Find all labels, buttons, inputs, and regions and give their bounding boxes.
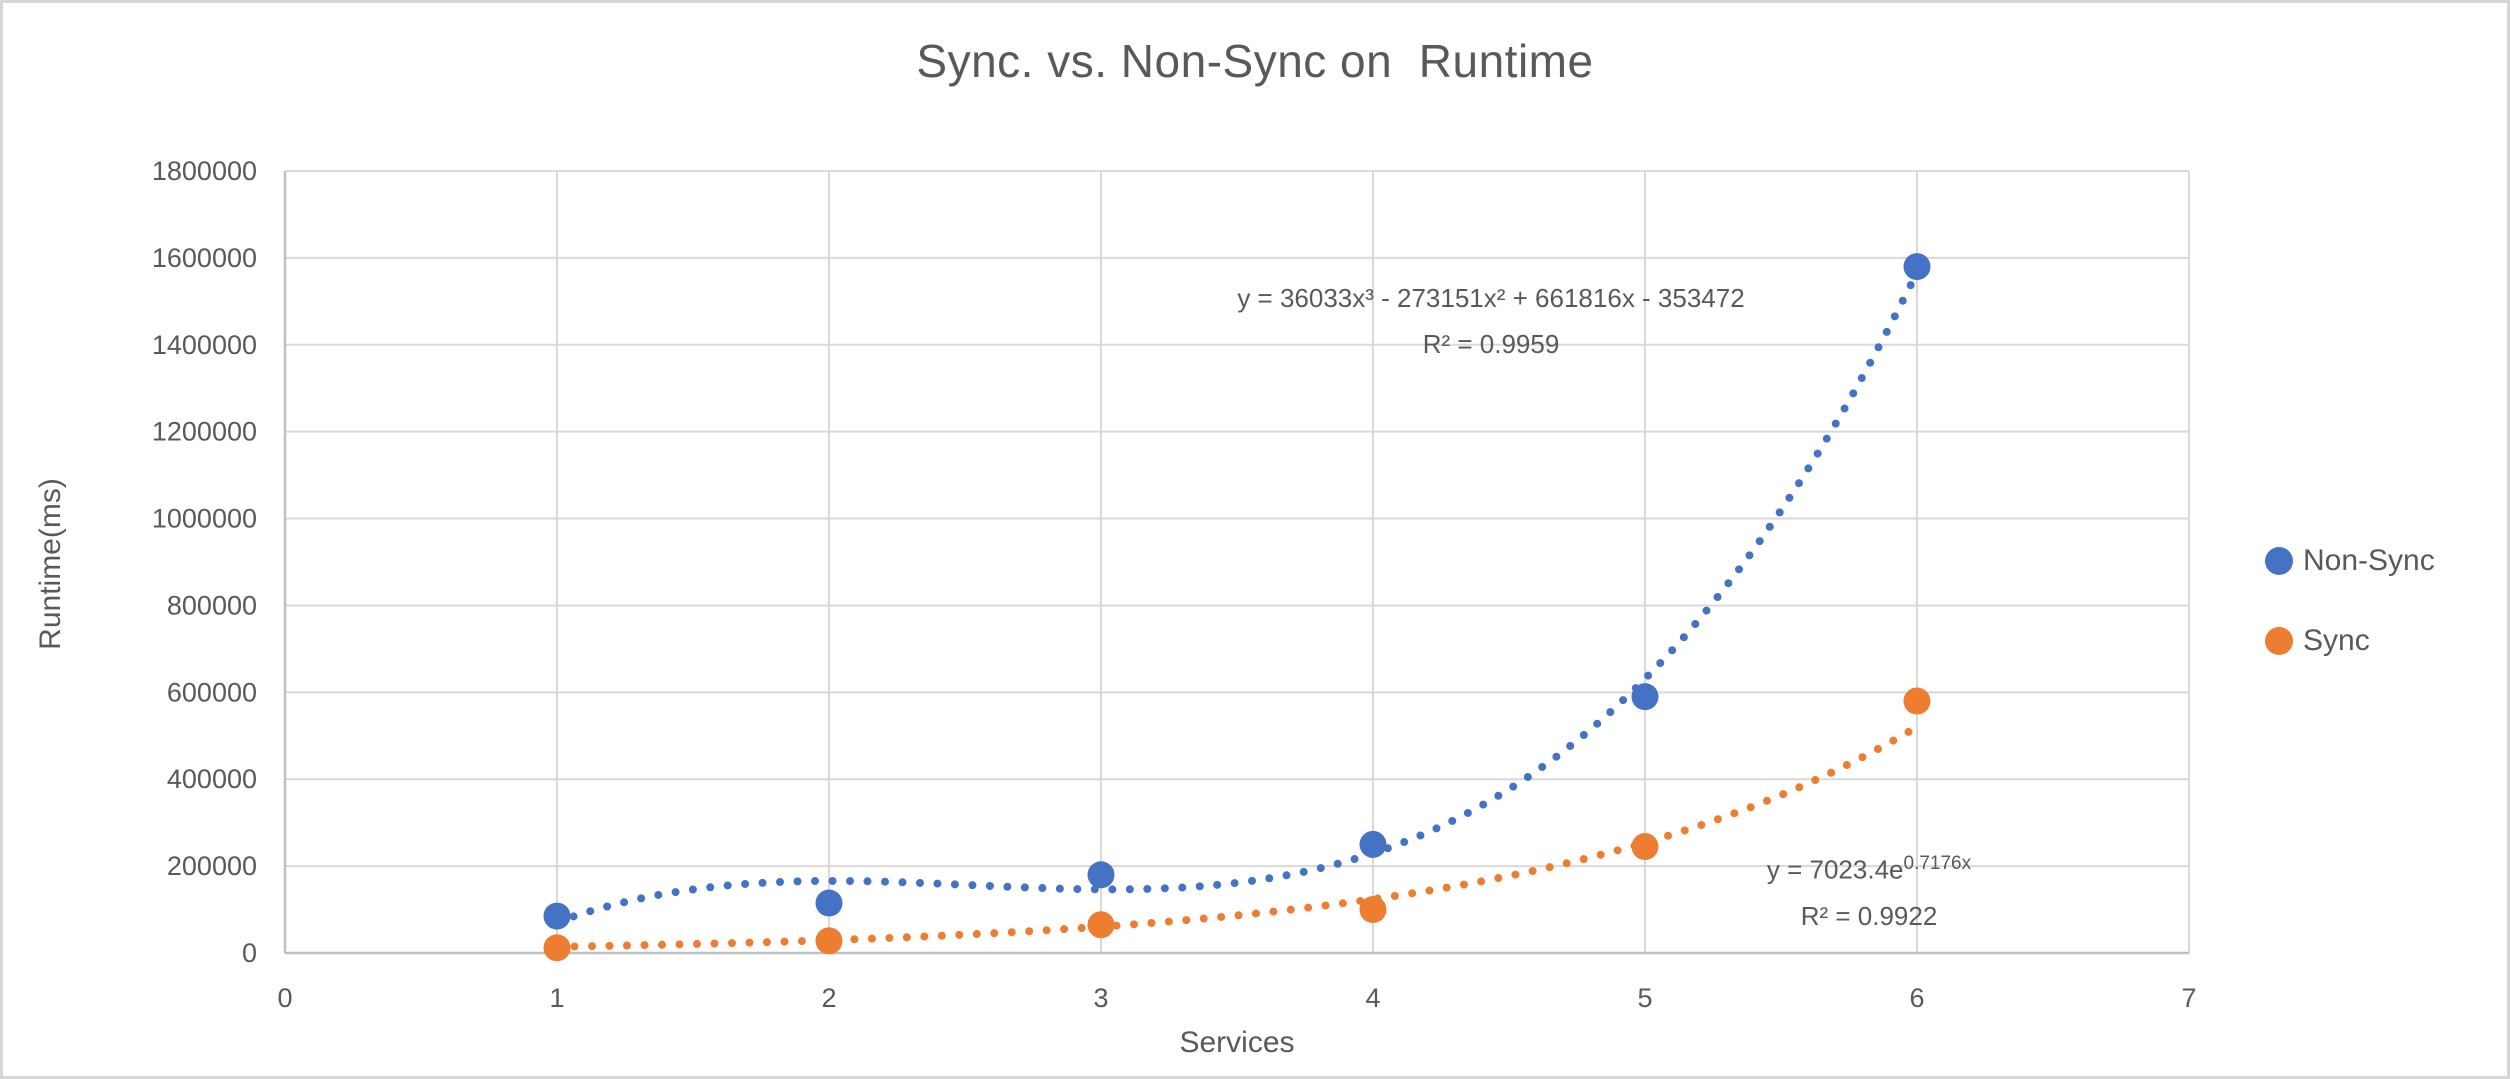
nonsync-marker-icon xyxy=(2265,547,2293,575)
legend-item-nonsync: Non-Sync xyxy=(2265,544,2435,578)
data-point xyxy=(543,934,571,962)
data-point xyxy=(1087,911,1115,939)
data-point xyxy=(1087,861,1115,889)
data-point xyxy=(1359,896,1387,924)
y-tick-label: 400000 xyxy=(167,764,257,794)
sync-equation-base: y = 7023.4e xyxy=(1766,854,1904,885)
plot-area: 0 200000 400000 600000 800000 1000000 1200000 1… xyxy=(152,156,2197,1013)
y-tick-label: 200000 xyxy=(167,851,257,881)
nonsync-r-squared: R² = 0.9959 xyxy=(1422,329,1560,359)
data-point xyxy=(1359,830,1387,858)
data-point xyxy=(1903,687,1931,715)
x-tick-label: 6 xyxy=(1909,983,1924,1013)
x-tick-label: 3 xyxy=(1093,983,1108,1013)
data-point xyxy=(543,902,571,930)
data-point xyxy=(1631,833,1659,861)
y-tick-label: 0 xyxy=(242,938,257,968)
trendline-equation-sync: y = 7023.4e0.7176x R² = 0.9922 xyxy=(1767,841,1971,939)
sync-r-squared: R² = 0.9922 xyxy=(1800,900,1938,931)
sync-marker-icon xyxy=(2265,627,2293,655)
axes xyxy=(283,171,2189,955)
x-tick-label: 5 xyxy=(1637,983,1652,1013)
tick-labels: 0 200000 400000 600000 800000 1000000 1200000 1… xyxy=(152,156,2197,1013)
y-tick-label: 1600000 xyxy=(152,243,257,273)
trendline-non-sync xyxy=(553,268,1921,927)
x-tick-label: 4 xyxy=(1365,983,1380,1013)
legend-label-sync: Sync xyxy=(2303,624,2370,657)
y-tick-label: 1800000 xyxy=(152,156,257,186)
x-tick-label: 0 xyxy=(277,983,292,1013)
legend: Non-Sync Sync xyxy=(2265,544,2435,658)
chart-title: Sync. vs. Non-Sync on Runtime xyxy=(916,35,1594,87)
x-tick-label: 1 xyxy=(549,983,564,1013)
y-tick-label: 1000000 xyxy=(152,504,257,534)
trendline-equation-nonsync: y = 36033x³ - 273151x² + 661816x - 35347… xyxy=(1237,275,1744,367)
sync-equation: y = 7023.4e0.7176x xyxy=(1767,841,1971,893)
y-tick-label: 1200000 xyxy=(152,417,257,447)
y-tick-label: 1400000 xyxy=(152,330,257,360)
nonsync-equation: y = 36033x³ - 273151x² + 661816x - 35347… xyxy=(1237,283,1745,313)
data-point xyxy=(815,889,843,917)
y-tick-label: 600000 xyxy=(167,677,257,707)
trendline-sync xyxy=(553,722,1921,951)
x-tick-label: 7 xyxy=(2181,983,2196,1013)
data-point xyxy=(815,927,843,955)
y-tick-label: 800000 xyxy=(167,590,257,620)
legend-item-sync: Sync xyxy=(2265,624,2435,658)
legend-label-nonsync: Non-Sync xyxy=(2303,544,2435,577)
x-axis-title: Services xyxy=(1179,1026,1295,1059)
x-tick-label: 2 xyxy=(821,983,836,1013)
series-non-sync xyxy=(543,253,1931,930)
data-point xyxy=(1903,253,1931,281)
data-point xyxy=(1631,683,1659,711)
series-sync xyxy=(543,687,1931,962)
sync-equation-exponent: 0.7176x xyxy=(1903,853,1972,874)
